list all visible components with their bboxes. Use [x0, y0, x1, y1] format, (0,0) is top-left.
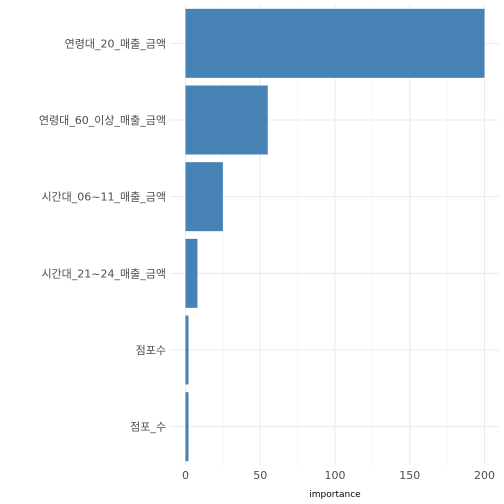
x-tick-label: 200	[474, 469, 495, 482]
bar	[185, 8, 485, 78]
y-tick-label: 연령대_60_이상_매출_금액	[39, 114, 166, 127]
bar	[185, 238, 198, 308]
bar	[185, 162, 223, 232]
x-tick-labels: 0 50 100 150 200	[182, 469, 495, 482]
x-tick-label: 100	[325, 469, 346, 482]
y-tick-label: 점포수	[136, 344, 166, 357]
y-tick-label: 시간대_06~11_매출_금액	[41, 191, 166, 204]
x-tick-label: 0	[182, 469, 189, 482]
x-tick-label: 150	[399, 469, 420, 482]
bars	[185, 8, 485, 462]
y-tick-label: 점포_수	[130, 421, 166, 434]
y-tick-label: 연령대_20_매출_금액	[65, 37, 166, 50]
bar	[185, 85, 268, 155]
bar	[185, 315, 189, 385]
bar	[185, 392, 189, 462]
y-tick-label: 시간대_21~24_매출_금액	[41, 267, 166, 280]
x-axis-title: importance	[309, 490, 361, 500]
x-tick-label: 50	[253, 469, 267, 482]
y-tick-labels: 연령대_20_매출_금액연령대_60_이상_매출_금액시간대_06~11_매출_…	[39, 37, 166, 433]
